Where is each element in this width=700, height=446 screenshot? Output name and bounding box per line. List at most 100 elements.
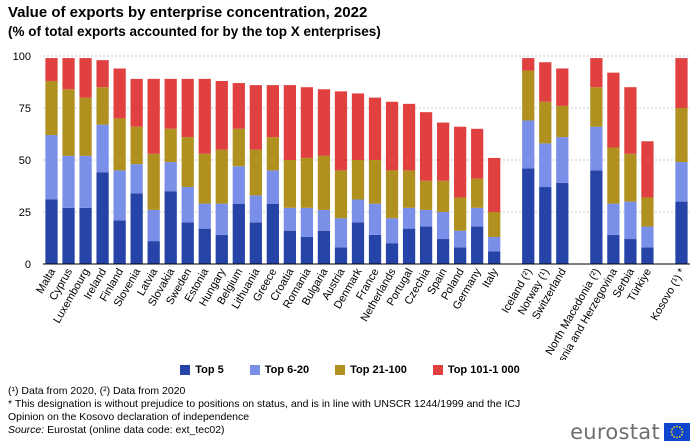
eu-flag-icon: [664, 423, 690, 441]
bar-austria-series-0: [334, 247, 348, 264]
footnote-kosovo-designation: * This designation is without prejudice …: [8, 398, 521, 410]
eu-flag-star: [680, 433, 683, 436]
bar-netherlands-series-0: [385, 243, 399, 264]
bar-netherlands-series-3: [385, 101, 399, 171]
bar-greece-series-3: [266, 85, 279, 138]
eu-flag-star: [671, 428, 674, 431]
bar-kosovo-series-0: [675, 201, 688, 264]
bar-bosnia-and-herzegovina-series-3: [607, 72, 620, 148]
bar-cyprus-series-2: [62, 89, 75, 156]
bar-t-rkiye-series-0: [641, 247, 654, 264]
bar-sweden-series-0: [181, 222, 194, 264]
bar-ireland-series-1: [96, 124, 109, 173]
bar-luxembourg-series-1: [79, 155, 92, 208]
bar-serbia-series-1: [624, 201, 637, 240]
bar-france-series-2: [368, 160, 382, 204]
bar-norway-series-2: [539, 101, 552, 144]
bar-romania-series-3: [300, 87, 314, 158]
bar-spain-series-3: [436, 122, 450, 181]
bar-finland-series-1: [113, 170, 126, 221]
bar-hungary-series-0: [215, 234, 228, 264]
bar-romania-series-1: [300, 207, 314, 237]
bar-t-rkiye-series-1: [641, 226, 654, 248]
bar-romania-series-2: [300, 157, 314, 208]
bar-switzerland-series-1: [556, 137, 569, 183]
bar-belgium-series-2: [232, 128, 245, 167]
bar-poland-series-2: [454, 197, 467, 231]
legend-item-top101-1000: Top 101-1 000: [432, 364, 520, 376]
bar-hungary-series-2: [215, 149, 228, 204]
bar-portugal-series-0: [402, 228, 416, 264]
bar-estonia-series-2: [198, 153, 211, 204]
legend-item-top5: Top 5: [180, 364, 224, 376]
bar-lithuania-series-3: [249, 85, 262, 150]
bar-germany-series-0: [471, 226, 484, 264]
bar-denmark-series-1: [351, 199, 365, 223]
bar-iceland-series-2: [522, 70, 535, 121]
bar-bosnia-and-herzegovina-series-2: [607, 147, 620, 204]
bar-ireland-series-3: [96, 60, 109, 88]
eurostat-logo: eurostat: [570, 420, 690, 444]
eu-flag-field: [664, 423, 690, 441]
bar-luxembourg-series-3: [79, 58, 92, 98]
eu-flag-star: [676, 436, 678, 439]
eu-flag-star: [680, 428, 683, 431]
bar-iceland-series-0: [522, 168, 535, 264]
bar-slovakia-series-1: [164, 162, 177, 192]
eurostat-wordmark: eurostat: [570, 420, 660, 444]
bar-norway-series-3: [539, 62, 552, 102]
bar-malta-series-1: [45, 135, 58, 200]
bar-north-macedonia-series-0: [590, 170, 603, 264]
bar-estonia-series-1: [198, 203, 211, 229]
bar-latvia-series-0: [147, 241, 160, 264]
eu-flag-star: [673, 426, 676, 429]
legend-swatch-top5: [180, 365, 191, 375]
bar-sweden-series-1: [181, 187, 194, 223]
bar-cyprus-series-0: [62, 207, 75, 264]
bar-switzerland-series-0: [556, 182, 569, 264]
bar-croatia-series-3: [283, 85, 297, 160]
bar-slovakia-series-3: [164, 78, 177, 129]
bar-germany-series-1: [471, 207, 484, 227]
bar-croatia-series-1: [283, 207, 297, 231]
legend-swatch-top101-1000: [432, 365, 443, 375]
eu-flag-star: [673, 435, 676, 438]
bar-lithuania-series-2: [249, 149, 262, 196]
bar-iceland-series-1: [522, 120, 535, 169]
bar-cyprus-series-3: [62, 58, 75, 90]
bar-hungary-series-3: [215, 80, 228, 150]
bar-slovenia-series-0: [130, 193, 143, 264]
bar-switzerland-series-2: [556, 105, 569, 138]
bar-bosnia-and-herzegovina-series-1: [607, 203, 620, 235]
bar-austria-series-1: [334, 218, 348, 248]
bar-portugal-series-2: [402, 170, 416, 208]
eu-flag-star: [671, 433, 674, 436]
bar-slovenia-series-1: [130, 164, 143, 194]
bar-latvia-series-3: [147, 78, 160, 154]
bar-switzerland-series-3: [556, 68, 569, 106]
bar-ireland-series-2: [96, 87, 109, 125]
footnotes: (¹) Data from 2020, (²) Data from 2020 *…: [8, 385, 568, 437]
bar-spain-series-0: [436, 239, 450, 264]
bar-spain-series-1: [436, 212, 450, 240]
chart-title: Value of exports by enterprise concentra…: [8, 4, 368, 21]
bar-italy-series-1: [488, 236, 501, 252]
source-label: Source:: [8, 424, 45, 436]
bar-poland-series-1: [454, 230, 467, 248]
bar-luxembourg-series-0: [79, 207, 92, 264]
bar-malta-series-2: [45, 80, 58, 136]
bar-portugal-series-3: [402, 103, 416, 171]
bar-bulgaria-series-2: [317, 155, 331, 210]
legend-label-top5: Top 5: [195, 364, 224, 376]
x-category-label-italy: Italy: [480, 266, 501, 290]
bar-portugal-series-1: [402, 207, 416, 229]
bar-latvia-series-2: [147, 153, 160, 210]
bar-north-macedonia-series-3: [590, 58, 603, 88]
chart-subtitle: (% of total exports accounted for by the…: [8, 24, 381, 39]
bar-netherlands-series-1: [385, 218, 399, 244]
bar-greece-series-0: [266, 203, 279, 264]
bar-north-macedonia-series-2: [590, 87, 603, 127]
bar-malta-series-3: [45, 58, 58, 81]
bar-czechia-series-2: [419, 180, 433, 210]
bar-czechia-series-0: [419, 226, 433, 264]
